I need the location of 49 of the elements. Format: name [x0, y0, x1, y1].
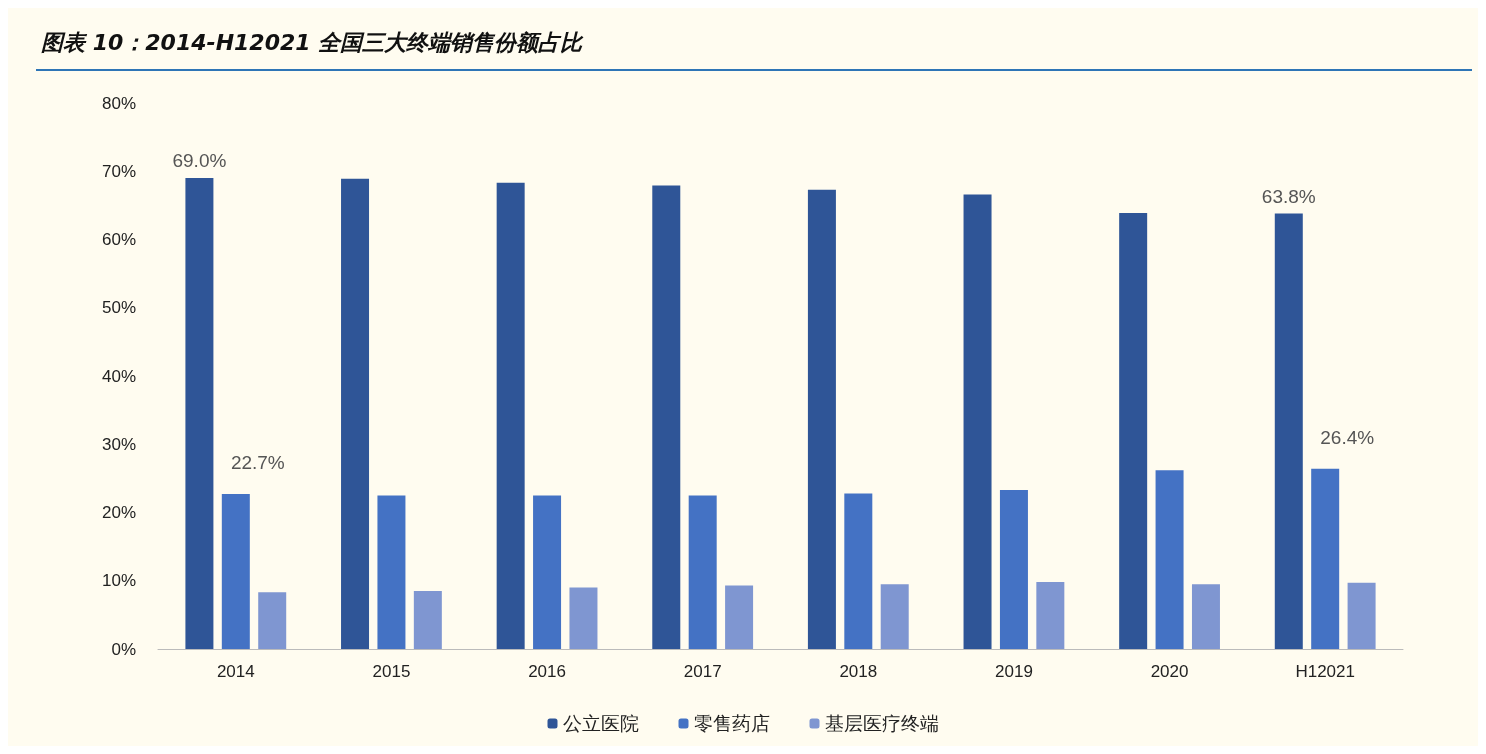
bar: [496, 182, 525, 649]
bar: [341, 178, 370, 649]
bar: [533, 495, 562, 649]
y-tick-label: 60%: [101, 230, 136, 249]
bar: [1191, 584, 1220, 649]
bar: [652, 185, 681, 649]
y-tick-label: 50%: [101, 298, 136, 318]
bar: [1119, 212, 1148, 649]
bar: [1347, 582, 1376, 649]
x-tick-label: 2017: [683, 662, 722, 681]
bar: [999, 489, 1028, 649]
bar: [1036, 582, 1065, 649]
y-tick-label: 20%: [101, 503, 136, 522]
bar: [413, 590, 442, 649]
chart-title: 图表 10：2014-H12021 全国三大终端销售份额占比: [41, 29, 585, 55]
data-label: 26.4%: [1320, 426, 1375, 448]
y-tick-label: 0%: [111, 639, 136, 659]
x-tick-label: 2015: [372, 662, 411, 681]
x-tick-label: 2016: [528, 662, 566, 681]
y-tick-label: 10%: [101, 571, 136, 591]
data-label: 22.7%: [230, 452, 285, 474]
bar: [1311, 468, 1340, 649]
x-tick-label: 2014: [216, 662, 255, 681]
y-tick-label: 30%: [101, 434, 136, 454]
bar: [1155, 470, 1184, 649]
bar: [688, 495, 717, 649]
bar: [725, 585, 754, 649]
data-label: 63.8%: [1261, 185, 1316, 207]
bar: [258, 592, 287, 649]
y-tick-label: 40%: [101, 366, 136, 386]
legend-label: 零售药店: [693, 713, 770, 734]
bar: [221, 494, 250, 649]
legend-label: 基层医疗终端: [824, 713, 939, 734]
bar: [844, 493, 873, 649]
x-tick-label: H12021: [1295, 662, 1355, 681]
bar: [185, 178, 214, 649]
legend-label: 公立医院: [562, 713, 639, 734]
bar: [1274, 213, 1303, 649]
x-tick-label: 2020: [1150, 662, 1189, 681]
x-tick-label: 2018: [839, 662, 878, 681]
data-label: 69.0%: [172, 150, 227, 172]
bar: [569, 587, 598, 649]
bar: [807, 189, 836, 649]
bar: [880, 584, 909, 649]
bar: [377, 495, 406, 649]
y-tick-label: 80%: [101, 93, 136, 113]
x-tick-label: 2019: [995, 662, 1033, 681]
bar: [963, 194, 992, 649]
y-tick-label: 70%: [101, 161, 136, 181]
